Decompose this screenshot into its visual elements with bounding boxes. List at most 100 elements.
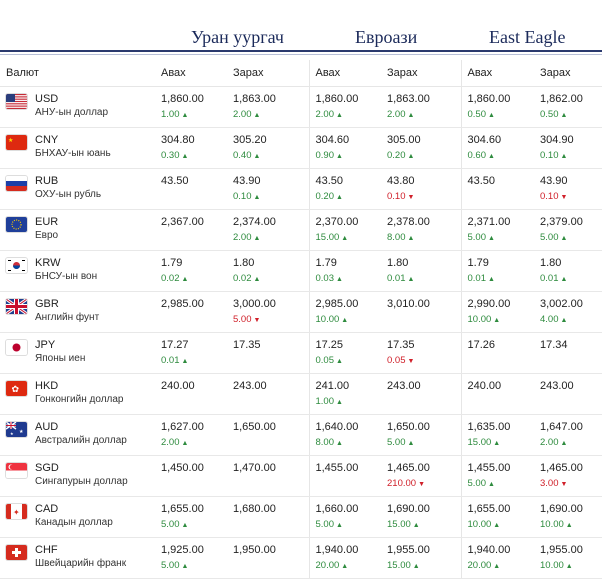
arrow-up-icon: ▲ [253,112,261,119]
rate-change-value: 2.00 [161,437,180,448]
rate-change-value: 5.00 [387,437,406,448]
rate-cell-buy-uran: 1,860.00 1.00 ▲ [155,86,227,128]
rate-cell-sell-uran: 17.35 [227,332,309,374]
rate-value: 1.80 [540,257,562,269]
rate-cell-sell-uran: 43.90 0.10 ▲ [227,168,309,210]
rate-change-value: 210.00 [387,478,417,489]
bank-name-euroasia: Евроази [355,27,418,47]
rate-cell-buy-uran: 1.79 0.02 ▲ [155,250,227,292]
rate-change: 0.02 ▲ [233,273,309,286]
rate-change: 5.00 ▲ [387,437,461,450]
rate-change: 15.00 ▲ [387,560,461,573]
bank-name-east-eagle: East Eagle [489,27,566,47]
rate-change-value: 10.00 [467,314,492,325]
table-row: ★ CNY БНХАУ-ын юань 304.80 0.30 ▲ 305.20 0.40 ▲ 3… [0,127,602,169]
rate-value: 1,627.00 [161,421,204,433]
rate-value: 1,925.00 [161,544,204,556]
rate-change: 0.60 ▲ [468,150,535,163]
arrow-up-icon: ▲ [488,481,495,488]
rate-cell-buy-euroasia: 2,370.00 15.00 ▲ [308,209,382,251]
rate-change-value: 1.00 [161,109,180,120]
rate-cell-sell-east-eagle: 304.90 0.10 ▲ [534,127,602,169]
rate-value: 2,367.00 [161,216,204,228]
rate-change-value: 0.05 [315,355,335,366]
rate-value: 2,985.00 [315,298,359,310]
rate-value: 3,000.00 [233,298,276,310]
svg-text:★: ★ [8,137,13,144]
rate-cell-sell-uran: 1,470.00 [227,455,309,497]
eu-flag-icon [6,217,27,232]
rate-value: 1,655.00 [467,503,511,515]
rate-change: 15.00 ▲ [316,232,382,245]
arrow-up-icon: ▲ [336,153,343,160]
arrow-up-icon: ▲ [488,276,495,283]
rate-value: 241.00 [315,380,350,392]
rate-change-value: 0.03 [315,273,335,284]
rate-cell-buy-east-eagle: 1,655.00 10.00 ▲ [460,496,534,538]
svg-text:★: ★ [10,431,14,436]
rate-value: 243.00 [233,380,267,392]
rate-cell-sell-uran: 1.80 0.02 ▲ [227,250,309,292]
arrow-up-icon: ▲ [560,440,568,447]
arrow-up-icon: ▲ [565,563,573,570]
currency-code: SGD [35,462,59,474]
rate-change: 10.00 ▲ [468,314,535,327]
rate-cell-sell-east-eagle: 43.90 0.10 ▼ [534,168,602,210]
rate-value: 17.27 [161,339,189,351]
currency-code: KRW [35,257,61,269]
hk-flag-icon: ✿ [6,381,27,396]
arrow-up-icon: ▲ [488,235,495,242]
rate-cell-sell-east-eagle: 1,690.00 10.00 ▲ [534,496,602,538]
cn-flag-icon: ★ [6,135,27,150]
arrow-up-icon: ▲ [493,522,501,529]
currency-text: CAD Канадын доллар [35,503,113,529]
table-row: ★ ★ AUD Австралийн доллар 1,627.00 2.00 ▲ 1,650… [0,414,602,456]
rate-value: 1,680.00 [233,503,276,515]
rate-change: 0.03 ▲ [316,273,382,286]
rate-change-value: 0.10 [540,191,559,202]
rate-value: 1,455.00 [467,462,511,474]
currency-name: БНСУ-ын вон [35,271,98,282]
rate-change-value: 15.00 [387,560,411,571]
us-flag-icon [6,94,27,109]
currency-code: CNY [35,134,59,146]
currency-text: CNY БНХАУ-ын юань [35,134,111,160]
rate-cell-buy-uran: 1,655.00 5.00 ▲ [155,496,227,538]
rate-cell-buy-euroasia: 1,640.00 8.00 ▲ [308,414,381,456]
rate-change-value: 2.00 [315,109,335,120]
rate-cell-buy-euroasia: 43.50 0.20 ▲ [308,168,381,210]
rate-change-value: 2.00 [233,232,252,243]
currency-cell: ★ CNY БНХАУ-ын юань [0,127,155,169]
rate-cell-sell-euroasia: 1,863.00 2.00 ▲ [381,86,461,128]
rate-cell-buy-east-eagle: 1,455.00 5.00 ▲ [460,455,534,497]
rate-change: 3.00 ▼ [540,478,602,491]
arrow-up-icon: ▲ [336,112,343,119]
rate-change: 0.10 ▼ [387,191,461,204]
table-row: ✿ HKD Гонконгийн доллар 240.00 243.00 241.00 1… [0,373,602,415]
currency-info: ✦ CAD Канадын доллар [6,497,155,529]
arrow-up-icon: ▲ [336,440,343,447]
page-header: Уран уургач Евроази East Eagle [0,0,602,58]
rate-value: 1,862.00 [540,93,583,105]
currency-text: JPY Японы иен [35,339,85,365]
currency-info: RUB ОХУ-ын рубль [6,169,155,201]
currency-info: EUR Евро [6,210,155,242]
col-buy-east-eagle: Авах [460,60,534,87]
rate-change: 2.00 ▲ [233,109,309,122]
currency-text: USD АНУ-ын доллар [35,93,108,119]
rate-value: 240.00 [161,380,195,392]
rate-cell-sell-uran: 2,374.00 2.00 ▲ [227,209,309,251]
arrow-up-icon: ▲ [181,440,189,447]
arrow-up-icon: ▲ [565,522,573,529]
rate-value: 1.80 [233,257,255,269]
rate-cell-buy-euroasia: 2,985.00 10.00 ▲ [308,291,381,333]
rate-value: 304.90 [540,134,574,146]
currency-cell: ★ ★ AUD Австралийн доллар [0,414,155,456]
jp-flag-icon [6,340,27,355]
rate-value: 1,950.00 [233,544,276,556]
rate-change: 0.10 ▲ [540,150,602,163]
rate-change-value: 1.00 [315,396,335,407]
rate-cell-buy-euroasia: 241.00 1.00 ▲ [308,373,381,415]
rate-value: 304.60 [315,134,350,146]
currency-cell: SGD Сингапурын доллар [0,455,155,497]
